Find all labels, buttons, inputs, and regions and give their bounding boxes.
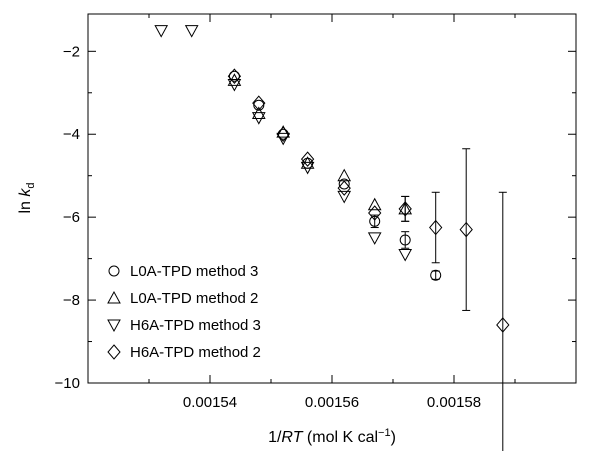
data-point-s3-p0 xyxy=(227,68,242,84)
data-markers xyxy=(154,25,510,333)
y-tick-label-3: −8 xyxy=(63,292,80,309)
axis-ticks: 0.00154 0.00156 0.00158 −2 −4 −6 −8 −10 xyxy=(55,14,576,411)
data-point-s2-p1 xyxy=(184,25,199,38)
data-point-s2-p6 xyxy=(337,190,352,204)
x-tick-label-1: 0.00156 xyxy=(305,394,359,411)
y-axis-title: ln kd xyxy=(17,182,37,213)
data-point-s0-p7 xyxy=(430,269,442,281)
data-point-s0-p5 xyxy=(369,215,381,227)
y-tick-label-1: −4 xyxy=(63,126,80,143)
legend-label-h6a-method3: H6A-TPD method 3 xyxy=(130,317,261,334)
data-point-s3-p5 xyxy=(368,205,382,221)
data-point-s1-p2 xyxy=(276,125,291,138)
data-point-s2-p7 xyxy=(367,232,382,245)
data-point-s3-p4 xyxy=(337,180,351,196)
data-point-s2-p3 xyxy=(251,112,266,125)
data-point-s3-p2 xyxy=(276,126,290,143)
data-point-s0-p1 xyxy=(253,99,265,111)
data-point-s3-p8 xyxy=(459,221,473,238)
data-point-s3-p7 xyxy=(429,219,443,236)
data-point-s2-p4 xyxy=(276,132,291,146)
data-point-s3-p9 xyxy=(496,317,510,333)
y-tick-label-0: −2 xyxy=(63,43,80,60)
legend-label-l0a-method3: L0A-TPD method 3 xyxy=(130,263,258,280)
data-point-s0-p6 xyxy=(399,234,411,246)
x-tick-label-2: 0.00158 xyxy=(427,394,481,411)
legend-marker-3 xyxy=(107,344,121,360)
legend-label-h6a-method2: H6A-TPD method 2 xyxy=(130,344,261,361)
data-point-s2-p2 xyxy=(227,78,242,92)
data-point-s3-p1 xyxy=(252,95,266,111)
data-point-s3-p6 xyxy=(398,201,412,217)
y-tick-label-4: −10 xyxy=(55,375,80,392)
data-point-s1-p5 xyxy=(367,197,382,211)
legend-label-l0a-method2: L0A-TPD method 2 xyxy=(130,290,258,307)
data-point-s0-p4 xyxy=(338,178,350,190)
data-point-s3-p3 xyxy=(300,151,315,167)
data-point-s2-p0 xyxy=(154,25,169,38)
legend-marker-2 xyxy=(107,319,121,333)
data-point-s2-p8 xyxy=(398,248,413,262)
legend-marker-1 xyxy=(107,290,121,304)
x-tick-label-0: 0.00154 xyxy=(183,394,237,411)
legend: L0A-TPD method 3 L0A-TPD method 2 H6A-TP… xyxy=(107,263,261,361)
y-tick-label-2: −6 xyxy=(63,209,80,226)
legend-marker-0 xyxy=(108,265,120,277)
data-point-s0-p0 xyxy=(228,70,240,82)
data-point-s1-p6 xyxy=(398,201,413,215)
x-axis-title: 1/RT (mol K cal−1) xyxy=(268,427,396,446)
data-point-s2-p5 xyxy=(300,161,315,175)
legend-markers xyxy=(107,265,121,360)
error-bars xyxy=(370,148,507,451)
